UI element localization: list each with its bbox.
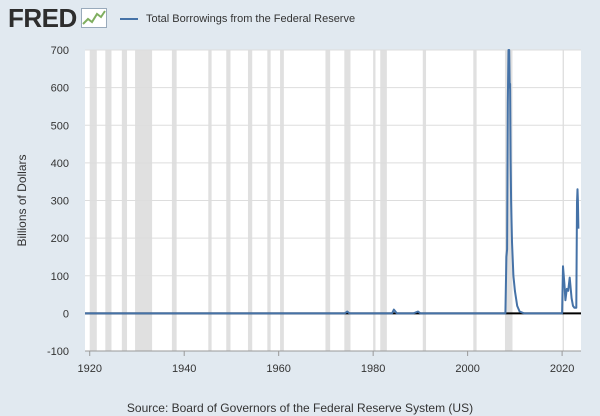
legend-swatch	[120, 18, 138, 20]
fred-logo-text: FRED	[8, 3, 77, 33]
source-note: Source: Board of Governors of the Federa…	[126, 401, 474, 415]
x-tick-label: 1940	[172, 363, 196, 375]
y-tick-label: 100	[51, 271, 69, 283]
y-tick-label: 600	[51, 83, 69, 95]
fred-logo[interactable]: FRED	[8, 5, 107, 31]
y-tick-label: 200	[51, 233, 69, 245]
y-tick-label: -100	[47, 346, 69, 358]
y-tick-label: 500	[51, 120, 69, 132]
legend-label: Total Borrowings from the Federal Reserv…	[146, 13, 356, 25]
y-tick-label: 400	[51, 158, 69, 170]
x-tick-label: 1980	[361, 363, 385, 375]
x-tick-label: 2000	[455, 363, 479, 375]
chart-legend: Total Borrowings from the Federal Reserv…	[120, 13, 355, 25]
y-axis-label: Billions of Dollars	[15, 154, 29, 246]
series-line	[85, 49, 580, 315]
x-tick-label: 1960	[266, 363, 290, 375]
y-tick-label: 300	[51, 196, 69, 208]
x-tick-label: 1920	[77, 363, 101, 375]
y-tick-label: 700	[51, 45, 69, 57]
x-tick-label: 2020	[550, 363, 574, 375]
chart-trend-icon	[80, 8, 107, 28]
y-tick-label: 0	[63, 308, 69, 320]
